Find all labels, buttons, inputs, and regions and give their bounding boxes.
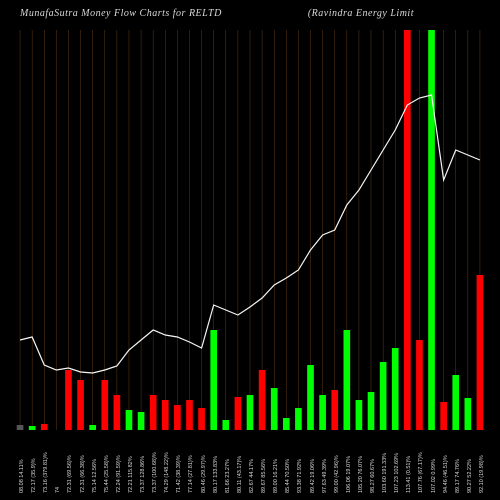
volume-bar bbox=[428, 30, 435, 430]
x-tick-label: 08.08 14.11% bbox=[19, 459, 25, 493]
volume-bar bbox=[440, 402, 447, 430]
volume-bar bbox=[343, 330, 350, 430]
volume-bar bbox=[222, 420, 229, 430]
x-tick-label: 94.46 (46.51)% bbox=[443, 455, 449, 493]
volume-bar bbox=[380, 362, 387, 430]
volume-bar bbox=[138, 412, 145, 430]
x-tick-label: 77.14 (27.81)% bbox=[188, 455, 194, 493]
volume-bar bbox=[404, 30, 411, 430]
x-tick-label: 107.02 0.99% bbox=[431, 459, 437, 493]
x-tick-label: 90.27 52.22% bbox=[467, 459, 473, 493]
x-tick-label: 72.17 (35.9)% bbox=[31, 458, 37, 493]
money-flow-chart bbox=[14, 30, 486, 430]
x-tick-label: 89.17 74.76% bbox=[455, 459, 461, 493]
chart-title: MunafaSutra Money Flow Charts for RELTD … bbox=[20, 8, 480, 19]
x-tick-label: 72.31 (66.38)% bbox=[80, 455, 86, 493]
volume-bar bbox=[126, 410, 133, 430]
x-tick-label: 75.14 12.56% bbox=[92, 459, 98, 493]
x-tick-label: 72.24 (91.59)% bbox=[116, 455, 122, 493]
volume-bar bbox=[174, 405, 181, 430]
chart-container: MunafaSutra Money Flow Charts for RELTD … bbox=[0, 0, 500, 500]
volume-bar bbox=[150, 395, 157, 430]
volume-bar bbox=[198, 408, 205, 430]
volume-bar bbox=[416, 340, 423, 430]
x-tick-label: 74 bbox=[55, 487, 61, 493]
x-tick-label: 92.10 (19.98)% bbox=[479, 455, 485, 493]
volume-bar bbox=[319, 395, 326, 430]
x-axis-labels: 08.08 14.11% 72.17 (35.9)% 73.16 (379.81)%… bbox=[14, 430, 486, 500]
title-left: MunafaSutra Money Flow Charts for RELTD bbox=[20, 8, 222, 19]
x-tick-label: 73.37 128.86% bbox=[140, 456, 146, 493]
volume-bar bbox=[247, 395, 254, 430]
volume-bar bbox=[162, 400, 169, 430]
volume-bar bbox=[210, 330, 217, 430]
x-tick-label: 81.66 23.27% bbox=[225, 459, 231, 493]
x-tick-label: 93.38 71.92% bbox=[297, 459, 303, 493]
x-tick-label: 106.06 19.07% bbox=[346, 456, 352, 493]
x-tick-label: 75.44 (25.58)% bbox=[104, 455, 110, 493]
x-tick-label: 89.42 19.06% bbox=[310, 459, 316, 493]
title-right: (Ravindra Energy Limit bbox=[308, 8, 414, 19]
x-tick-label: 80.11 (43.17)% bbox=[237, 456, 243, 493]
volume-bar bbox=[331, 390, 338, 430]
volume-bar bbox=[392, 348, 399, 430]
x-tick-label: 82.67 44.17% bbox=[249, 459, 255, 493]
x-tick-label: 73.37 (100.68)% bbox=[152, 452, 158, 493]
x-tick-label: 89.00 16.21% bbox=[273, 459, 279, 493]
x-tick-label: 73.16 (379.81)% bbox=[43, 452, 49, 493]
x-tick-label: 107.76 (67.17)% bbox=[418, 452, 424, 493]
x-tick-label: 97.63 49.39% bbox=[322, 459, 328, 493]
x-tick-label: 98.27 60.67% bbox=[370, 459, 376, 493]
volume-bar bbox=[114, 395, 121, 430]
x-tick-label: 113.41 (0.51)% bbox=[406, 456, 412, 493]
x-tick-label: 80.46 (29.97)% bbox=[201, 455, 207, 493]
volume-bar bbox=[101, 380, 108, 430]
x-tick-label: 99.00 (42.96)% bbox=[334, 455, 340, 493]
volume-bar bbox=[452, 375, 459, 430]
x-tick-label: 89.67 85.56% bbox=[261, 459, 267, 493]
x-tick-label: 85.44 70.50% bbox=[285, 459, 291, 493]
volume-bar bbox=[77, 380, 84, 430]
x-tick-label: 72.31 (69.56)% bbox=[67, 455, 73, 493]
x-tick-label: 71.42 (38.39)% bbox=[176, 455, 182, 493]
volume-bar bbox=[477, 275, 484, 430]
volume-bar bbox=[356, 400, 363, 430]
volume-bar bbox=[259, 370, 266, 430]
volume-bar bbox=[186, 400, 193, 430]
volume-bar bbox=[271, 388, 278, 430]
x-tick-label: 105.20 76.07% bbox=[358, 456, 364, 493]
volume-bar bbox=[283, 418, 290, 430]
volume-bar bbox=[368, 392, 375, 430]
x-tick-label: 107.23 102.69% bbox=[394, 453, 400, 493]
x-tick-label: 103.60 191.33% bbox=[382, 453, 388, 493]
volume-bar bbox=[295, 408, 302, 430]
volume-bar bbox=[65, 370, 72, 430]
volume-bar bbox=[235, 397, 242, 430]
x-tick-label: 72.21 115.82% bbox=[128, 456, 134, 493]
volume-bar bbox=[307, 365, 314, 430]
x-tick-label: 80.17 133.83% bbox=[213, 456, 219, 493]
volume-bar bbox=[465, 398, 472, 430]
x-tick-label: 74.29 (148.22)% bbox=[164, 452, 170, 493]
